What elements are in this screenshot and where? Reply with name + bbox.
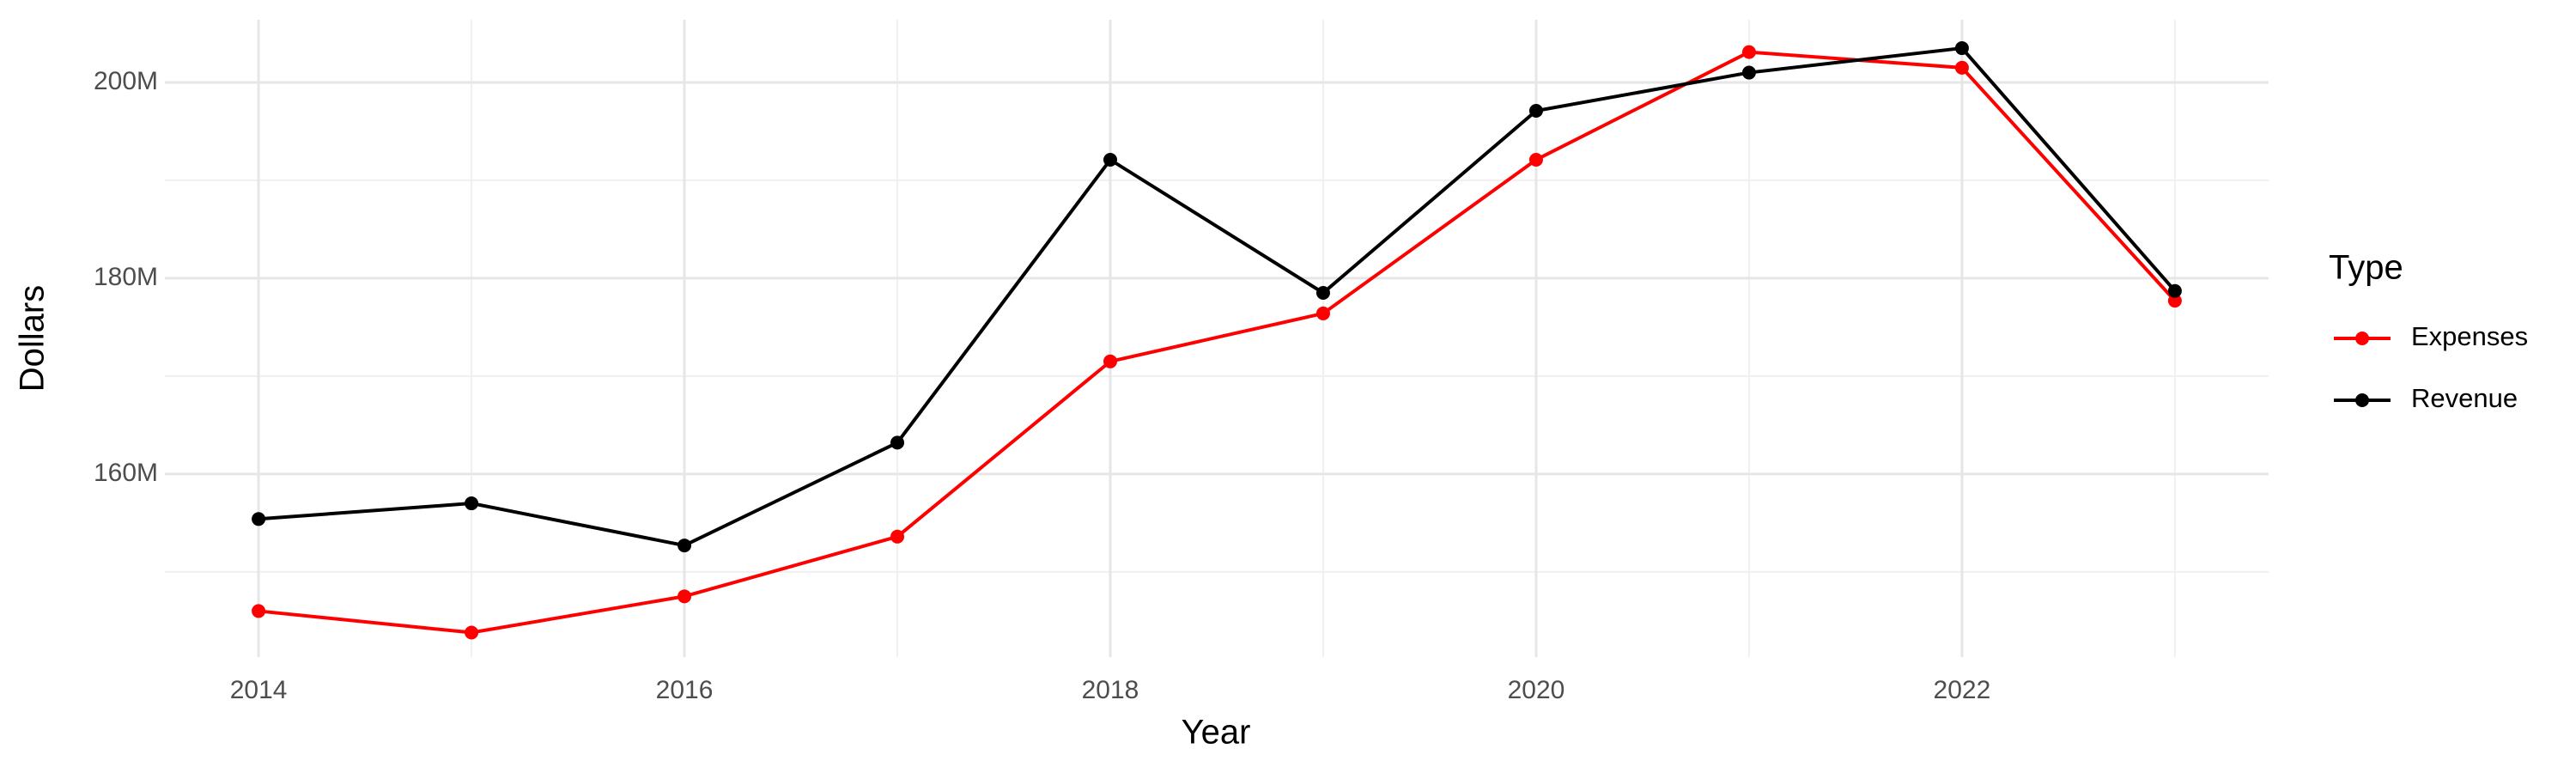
series-line: [258, 46, 2177, 548]
legend-label: Revenue: [2411, 383, 2518, 413]
data-point: [890, 529, 905, 544]
legend-marker: [2355, 393, 2369, 407]
data-point: [1103, 152, 1118, 167]
data-point: [1741, 45, 1756, 59]
data-point: [1315, 286, 1330, 300]
x-tick-label: 2022: [1934, 676, 1991, 704]
x-tick-label: 2014: [230, 676, 288, 704]
data-point: [252, 604, 266, 618]
data-point: [890, 435, 905, 450]
data-point: [677, 539, 692, 553]
y-axis-title: Dollars: [14, 285, 52, 392]
data-point: [2167, 283, 2182, 298]
data-point: [1528, 104, 1543, 118]
legend-title: Type: [2329, 249, 2403, 287]
data-point: [1954, 60, 1969, 75]
data-point: [1528, 152, 1543, 167]
data-point: [1103, 354, 1118, 368]
x-tick-label: 2018: [1082, 676, 1139, 704]
data-point: [677, 589, 692, 604]
x-tick-label: 2020: [1508, 676, 1565, 704]
data-point: [1954, 41, 1969, 56]
y-tick-label: 160M: [94, 459, 158, 487]
data-point: [252, 512, 266, 526]
legend-marker: [2355, 332, 2369, 345]
y-tick-label: 180M: [94, 263, 158, 291]
data-point: [465, 625, 479, 640]
legend-label: Expenses: [2411, 321, 2528, 351]
y-tick-label: 200M: [94, 67, 158, 95]
data-point: [1315, 306, 1330, 320]
series-line: [258, 50, 2177, 635]
x-axis-title: Year: [1182, 714, 1251, 752]
data-point: [2167, 294, 2182, 308]
data-point: [465, 496, 479, 511]
x-tick-label: 2016: [656, 676, 714, 704]
data-point: [1741, 65, 1756, 80]
